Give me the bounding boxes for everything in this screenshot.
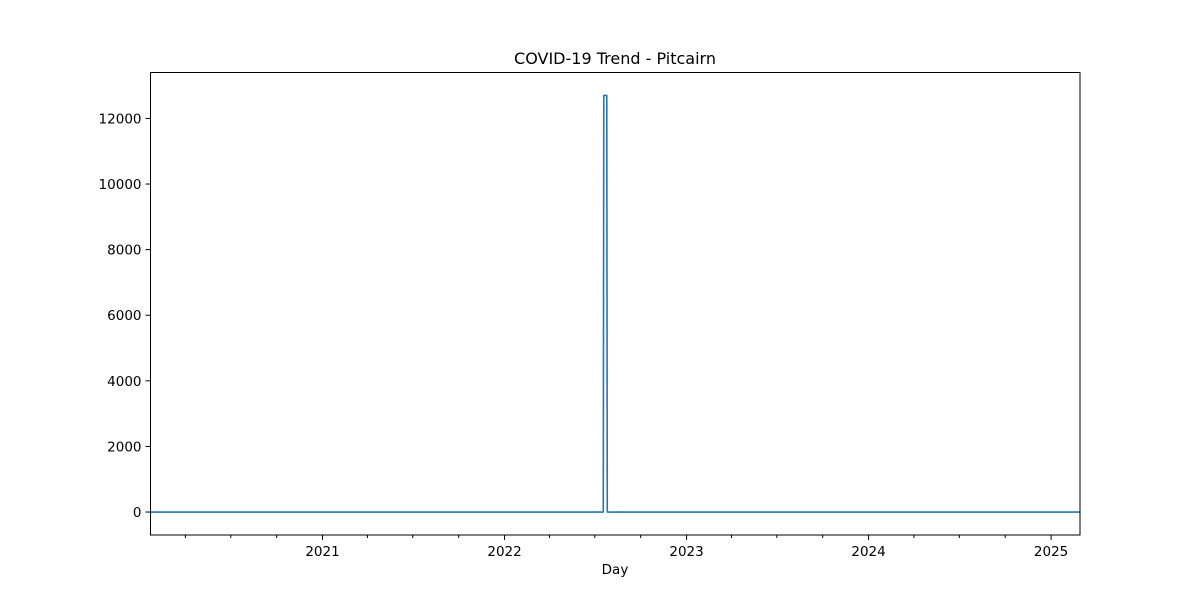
x-tick-label: 2022 bbox=[487, 544, 521, 560]
plot-frame bbox=[150, 72, 1081, 536]
plot-area bbox=[150, 94, 1080, 513]
y-tick-label: 6000 bbox=[107, 308, 141, 324]
y-tick-label: 4000 bbox=[107, 374, 141, 390]
y-tick-label: 10000 bbox=[99, 177, 142, 193]
x-axis-label: Day bbox=[602, 562, 629, 578]
series-line bbox=[150, 94, 1080, 513]
x-tick-label: 2025 bbox=[1034, 544, 1068, 560]
chart-title: COVID-19 Trend - Pitcairn bbox=[514, 49, 716, 68]
y-tick-label: 12000 bbox=[99, 111, 142, 127]
y-axis: 0 2000 4000 6000 8000 10000 12000 bbox=[99, 111, 151, 521]
x-tick-label: 2021 bbox=[305, 544, 339, 560]
y-tick-label: 2000 bbox=[107, 439, 141, 455]
y-tick-label: 8000 bbox=[107, 243, 141, 259]
x-tick-label: 2024 bbox=[851, 544, 885, 560]
x-tick-label: 2023 bbox=[669, 544, 703, 560]
x-axis: 2021 2022 2023 2024 2025 bbox=[184, 535, 1068, 560]
y-tick-label: 0 bbox=[133, 505, 142, 521]
